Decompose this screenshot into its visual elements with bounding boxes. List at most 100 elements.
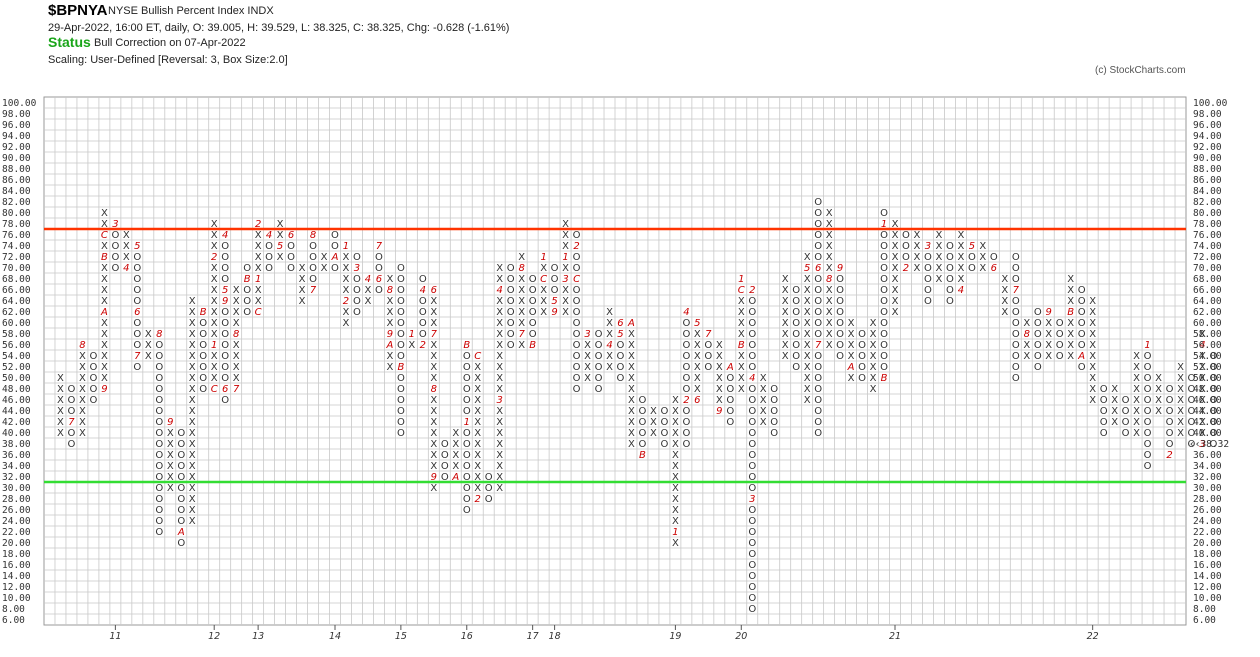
o-box: O: [1144, 406, 1152, 417]
year-label: 15: [395, 631, 407, 642]
x-box: X: [299, 263, 306, 274]
month-mark: 8: [156, 329, 162, 340]
x-box: X: [430, 417, 437, 428]
o-box: O: [924, 252, 932, 263]
o-box: O: [682, 351, 690, 362]
right-tick-label: 88.00: [1193, 164, 1222, 175]
x-box: X: [1155, 395, 1162, 406]
right-tick-label: 12.00: [1193, 582, 1222, 593]
month-mark: A: [451, 472, 459, 483]
x-box: X: [892, 285, 899, 296]
o-box: O: [133, 296, 141, 307]
o-box: O: [1034, 351, 1042, 362]
o-box: O: [660, 417, 668, 428]
x-box: X: [233, 362, 240, 373]
month-mark: B: [397, 362, 404, 373]
x-box: X: [694, 373, 701, 384]
month-mark: 1: [881, 219, 887, 230]
o-box: O: [177, 494, 185, 505]
x-box: X: [57, 384, 64, 395]
left-tick-label: 54.00: [2, 351, 31, 362]
x-box: X: [1177, 384, 1184, 395]
year-label: 21: [889, 631, 901, 642]
o-box: O: [748, 362, 756, 373]
right-tick-label: 70.00: [1193, 263, 1222, 274]
x-box: X: [321, 252, 328, 263]
left-tick-label: 20.00: [2, 538, 31, 549]
x-box: X: [1045, 329, 1052, 340]
o-box: O: [814, 197, 822, 208]
left-tick-label: 30.00: [2, 483, 31, 494]
o-box: O: [858, 362, 866, 373]
x-box: X: [826, 241, 833, 252]
x-box: X: [584, 340, 591, 351]
x-box: X: [299, 274, 306, 285]
x-box: X: [1089, 318, 1096, 329]
month-mark: 8: [518, 263, 524, 274]
month-mark: 4: [420, 285, 426, 296]
right-tick-label: 50.00: [1193, 373, 1222, 384]
x-box: X: [760, 406, 767, 417]
x-box: X: [233, 307, 240, 318]
left-tick-label: 80.00: [2, 208, 31, 219]
o-box: O: [221, 362, 229, 373]
o-box: O: [814, 373, 822, 384]
x-box: X: [189, 472, 196, 483]
o-box: O: [507, 296, 515, 307]
left-tick-label: 16.00: [2, 560, 31, 571]
o-box: O: [1034, 329, 1042, 340]
x-box: X: [189, 417, 196, 428]
o-box: O: [1078, 329, 1086, 340]
o-box: O: [89, 362, 97, 373]
x-box: X: [628, 351, 635, 362]
x-box: X: [628, 439, 635, 450]
x-box: X: [343, 252, 350, 263]
x-box: X: [474, 406, 481, 417]
x-box: X: [826, 208, 833, 219]
o-box: O: [1144, 362, 1152, 373]
left-tick-label: 70.00: [2, 263, 31, 274]
x-box: X: [233, 340, 240, 351]
x-box: X: [452, 428, 459, 439]
o-box: O: [507, 307, 515, 318]
o-box: O: [1166, 428, 1174, 439]
x-box: X: [518, 285, 525, 296]
o-box: O: [221, 340, 229, 351]
x-box: X: [738, 351, 745, 362]
year-label: 12: [208, 631, 220, 642]
x-box: X: [979, 263, 986, 274]
x-box: X: [211, 285, 218, 296]
x-box: X: [738, 329, 745, 340]
x-box: X: [1133, 384, 1140, 395]
o-box: O: [1100, 406, 1108, 417]
month-mark: 4: [497, 285, 503, 296]
o-box: O: [133, 263, 141, 274]
x-box: X: [782, 307, 789, 318]
o-box: O: [1100, 428, 1108, 439]
x-box: X: [321, 263, 328, 274]
o-box: O: [1144, 395, 1152, 406]
x-box: X: [145, 329, 152, 340]
left-tick-label: 12.00: [2, 582, 31, 593]
x-box: X: [386, 362, 393, 373]
x-box: X: [848, 340, 855, 351]
right-tick-label: 20.00: [1193, 538, 1222, 549]
x-box: X: [914, 252, 921, 263]
x-box: X: [870, 384, 877, 395]
x-box: X: [474, 450, 481, 461]
o-box: O: [617, 340, 625, 351]
o-box: O: [1188, 417, 1196, 428]
o-box: O: [748, 318, 756, 329]
o-box: O: [814, 395, 822, 406]
o-box: O: [485, 483, 493, 494]
o-box: O: [1056, 318, 1064, 329]
x-box: X: [474, 483, 481, 494]
o-box: O: [551, 274, 559, 285]
o-box: O: [331, 230, 339, 241]
year-label: 17: [527, 631, 539, 642]
o-box: O: [177, 483, 185, 494]
left-tick-label: 94.00: [2, 131, 31, 142]
left-tick-label: 72.00: [2, 252, 31, 263]
x-box: X: [189, 351, 196, 362]
